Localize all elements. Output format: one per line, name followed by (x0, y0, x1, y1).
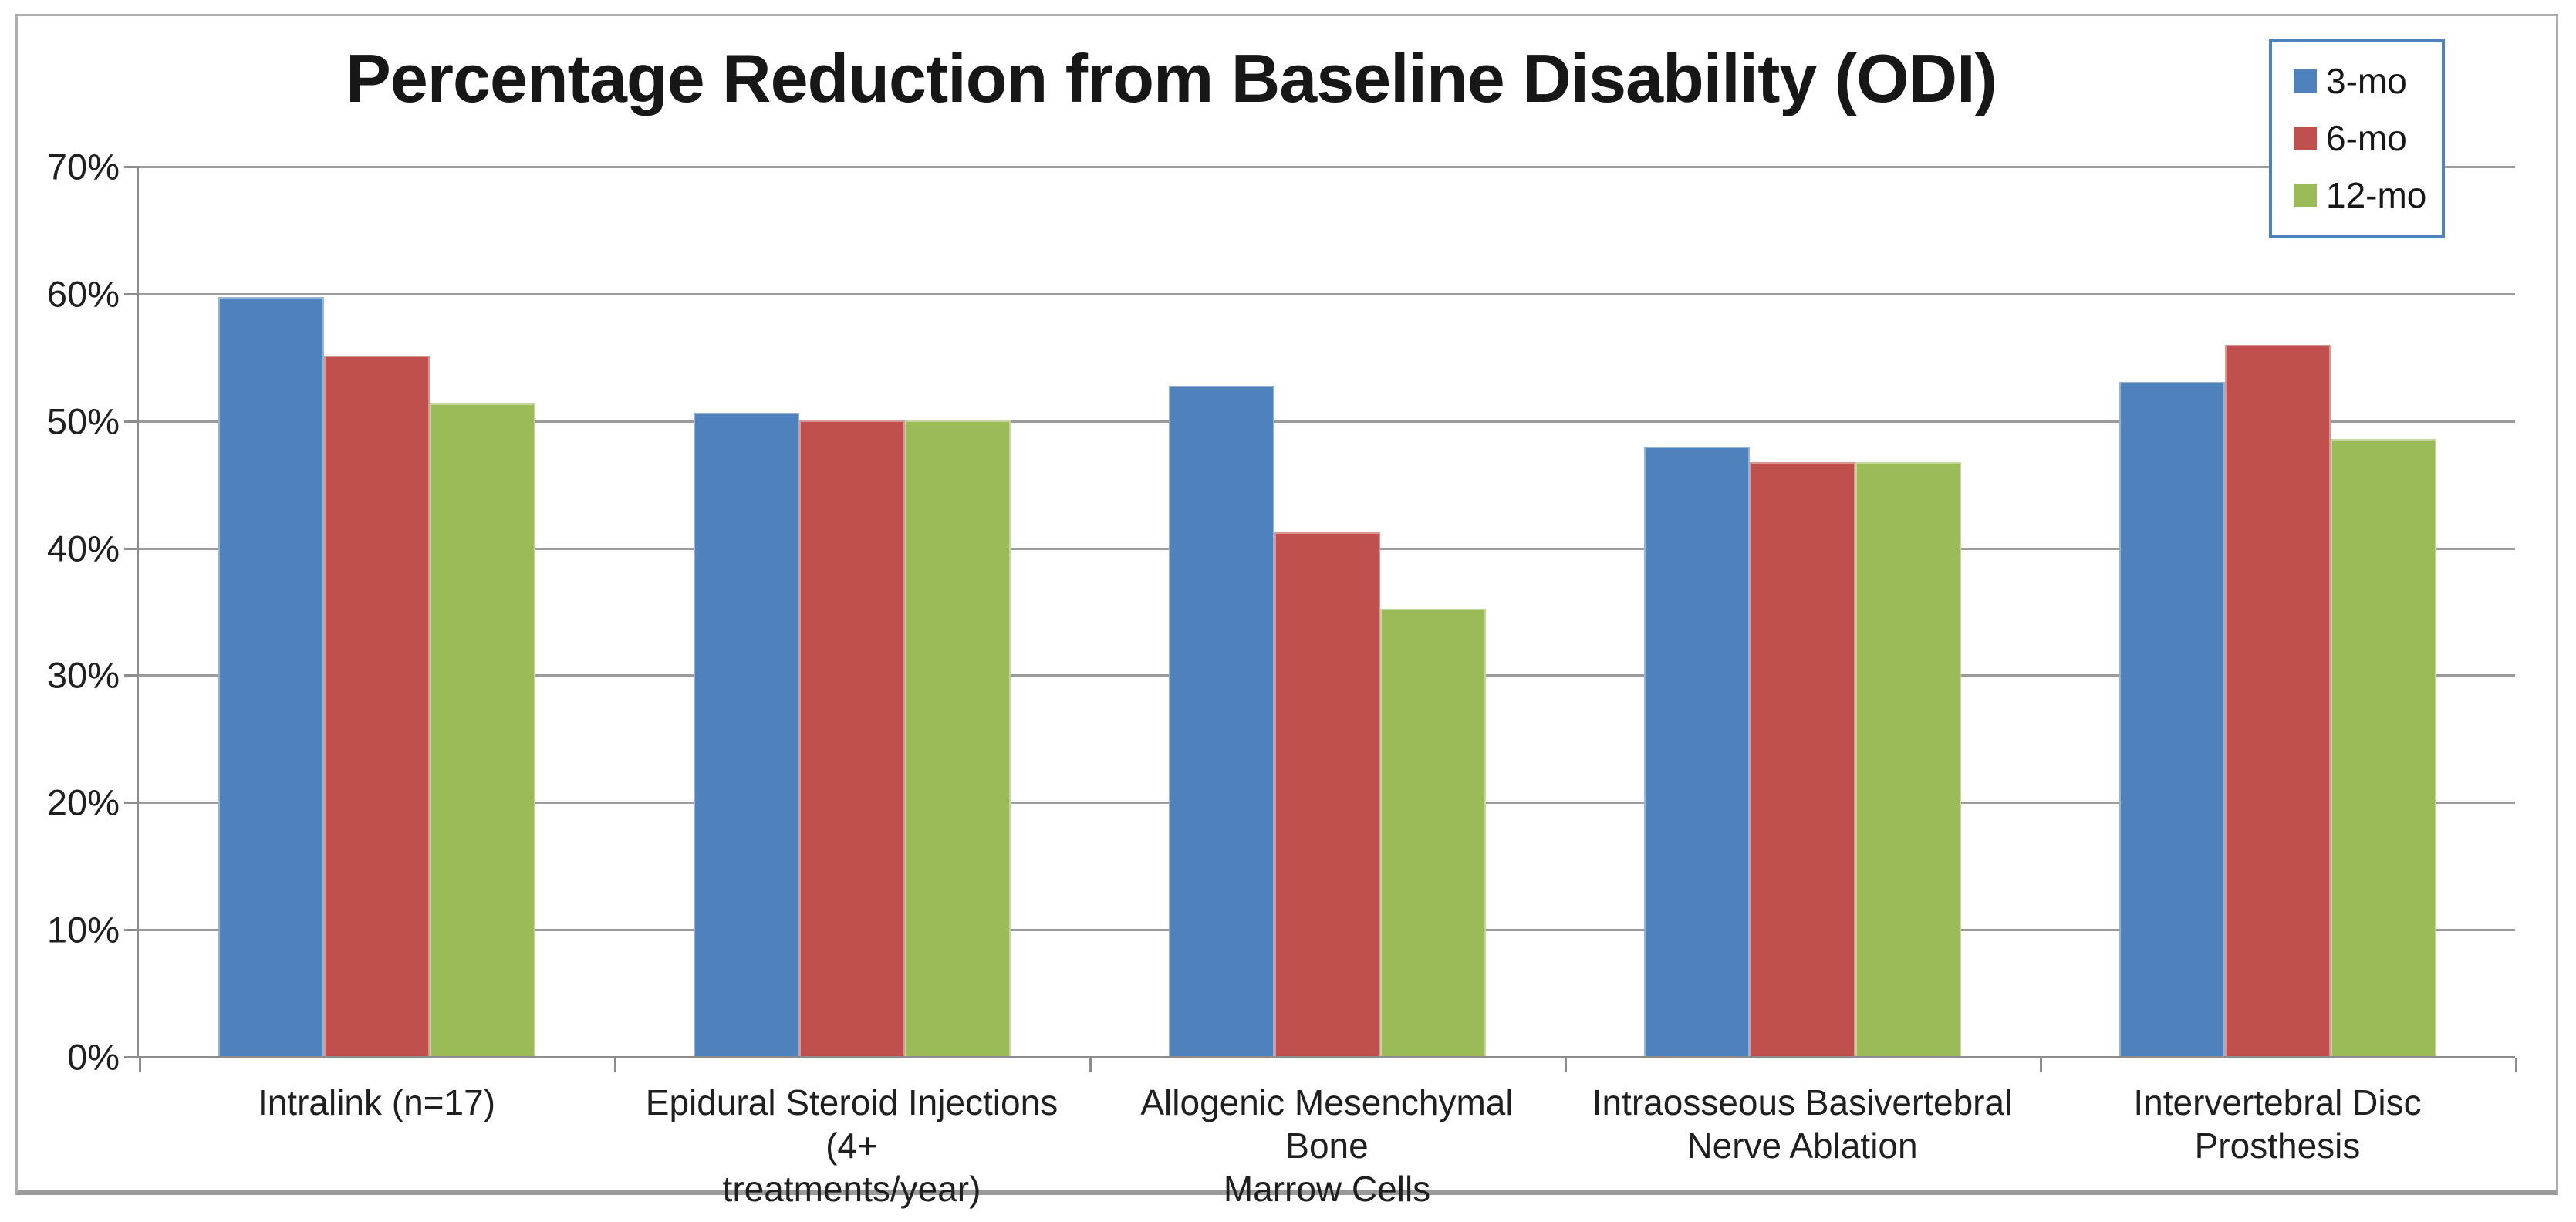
y-axis-tick-70% (124, 166, 137, 168)
bar-3-mo-category-2 (694, 413, 799, 1056)
y-axis-line (137, 166, 139, 1056)
bar-12-mo-category-3 (1380, 609, 1486, 1056)
x-axis-category-label-4: Intraosseous Basivertebral Nerve Ablatio… (1592, 1082, 2013, 1166)
bar-3-mo-category-5 (2119, 382, 2225, 1056)
legend-swatch-icon-12-mo (2294, 184, 2317, 207)
x-axis-tick-1 (614, 1058, 616, 1072)
y-axis-label-40%: 40% (46, 528, 120, 569)
x-axis-tick-5 (2515, 1058, 2517, 1072)
x-axis-tick-3 (1565, 1058, 1567, 1072)
bar-12-mo-category-5 (2331, 439, 2436, 1056)
bar-6-mo-category-4 (1750, 462, 1855, 1056)
bar-6-mo-category-1 (324, 356, 430, 1056)
y-axis-tick-10% (124, 929, 137, 931)
legend-label-6-mo: 6-mo (2326, 118, 2407, 158)
y-axis-label-10%: 10% (46, 909, 120, 950)
y-axis-tick-50% (124, 420, 137, 423)
bar-12-mo-category-1 (430, 403, 535, 1056)
gridline-60% (139, 293, 2515, 295)
legend-label-12-mo: 12-mo (2326, 175, 2427, 215)
y-axis-tick-20% (124, 802, 137, 804)
chart-frame: Percentage Reduction from Baseline Disab… (15, 14, 2558, 1209)
x-axis-category-label-2: Epidural Steroid Injections (4+ treatmen… (645, 1082, 1058, 1210)
legend-item-6-mo: 6-mo (2294, 118, 2442, 158)
bar-3-mo-category-1 (218, 297, 324, 1056)
legend-item-12-mo: 12-mo (2294, 175, 2442, 215)
legend-item-3-mo: 3-mo (2294, 61, 2442, 101)
y-axis-label-20%: 20% (46, 781, 120, 823)
gridline-70% (139, 166, 2515, 168)
y-axis-label-50%: 50% (46, 400, 120, 442)
x-axis-category-label-3: Allogenic Mesenchymal Bone Marrow Cells (1140, 1082, 1514, 1210)
y-axis-label-0%: 0% (67, 1036, 120, 1078)
legend-label-3-mo: 3-mo (2326, 61, 2407, 101)
x-axis-tick-4 (2040, 1058, 2042, 1072)
x-axis-tick-0 (139, 1058, 141, 1072)
bar-6-mo-category-3 (1274, 532, 1380, 1056)
y-axis-tick-60% (124, 293, 137, 295)
y-axis-tick-0% (124, 1056, 137, 1058)
bar-3-mo-category-3 (1169, 386, 1274, 1056)
x-axis-line (137, 1056, 2515, 1058)
x-axis-category-label-5: Intervertebral Disc Prosthesis (2133, 1082, 2422, 1166)
legend: 3-mo 6-mo 12-mo (2269, 39, 2445, 238)
x-axis-category-label-1: Intralink (n=17) (257, 1082, 496, 1122)
plot-area: 70% 60% 50% 40% 30% 20% 10% 0% Intralink (n=17) E… (47, 147, 2517, 1209)
bar-3-mo-category-4 (1644, 447, 1750, 1056)
bar-6-mo-category-2 (799, 420, 905, 1056)
y-axis-label-30%: 30% (46, 654, 120, 696)
y-axis-label-70%: 70% (46, 146, 120, 187)
legend-swatch-icon-6-mo (2294, 127, 2317, 150)
chart-title: Percentage Reduction from Baseline Disab… (346, 40, 1997, 116)
bar-12-mo-category-2 (905, 420, 1011, 1056)
y-axis-label-60%: 60% (46, 273, 120, 315)
x-axis-tick-2 (1089, 1058, 1092, 1072)
legend-swatch-icon-3-mo (2294, 69, 2317, 93)
gridline-50% (139, 420, 2515, 423)
bar-12-mo-category-4 (1855, 462, 1961, 1056)
y-axis-tick-30% (124, 674, 137, 677)
bar-6-mo-category-5 (2225, 345, 2331, 1056)
y-axis-tick-40% (124, 548, 137, 550)
